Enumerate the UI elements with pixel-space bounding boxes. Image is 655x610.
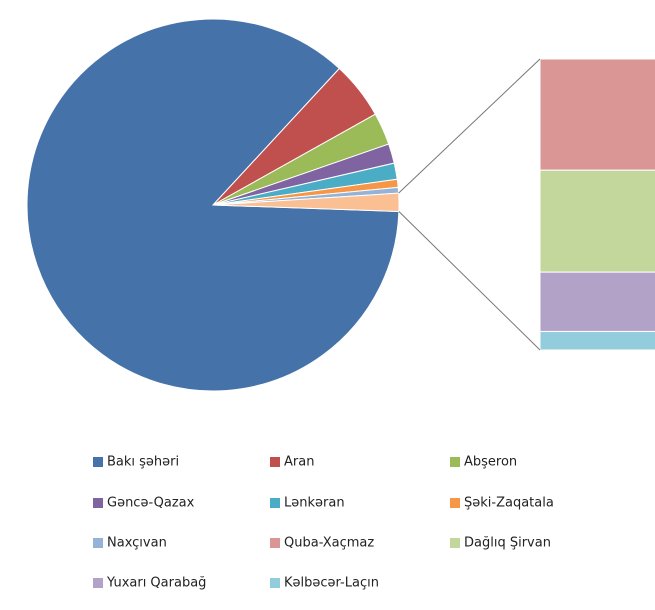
bar-segment	[539, 271, 655, 332]
legend-label: Naxçıvan	[107, 536, 167, 551]
legend-label: Abşeron	[464, 455, 517, 470]
legend-swatch	[93, 457, 103, 467]
legend-label: Quba-Xaçmaz	[284, 536, 374, 551]
legend-label: Kəlbəcər-Laçın	[284, 576, 379, 591]
legend-label: Şəki-Zaqatala	[464, 496, 554, 511]
bar-segment	[539, 330, 655, 351]
legend-swatch	[93, 498, 103, 508]
legend-label: Aran	[284, 455, 314, 470]
legend-label: Bakı şəhəri	[107, 455, 179, 470]
bar-segment	[539, 58, 655, 171]
legend-swatch	[450, 498, 460, 508]
legend-label: Gəncə-Qazax	[107, 496, 195, 511]
bar-segment	[539, 169, 655, 273]
legend-label: Lənkəran	[284, 496, 345, 511]
legend-label: Yuxarı Qarabağ	[106, 576, 206, 591]
legend-swatch	[93, 578, 103, 588]
legend-swatch	[270, 457, 280, 467]
connector-line	[398, 58, 541, 194]
legend-swatch	[270, 498, 280, 508]
other-slice	[212, 192, 400, 213]
legend-swatch	[270, 538, 280, 548]
legend-swatch	[93, 538, 103, 548]
legend-label: Dağlıq Şirvan	[464, 536, 551, 551]
connector-line	[398, 211, 541, 351]
legend-swatch	[450, 457, 460, 467]
legend-swatch	[270, 578, 280, 588]
legend-swatch	[450, 538, 460, 548]
